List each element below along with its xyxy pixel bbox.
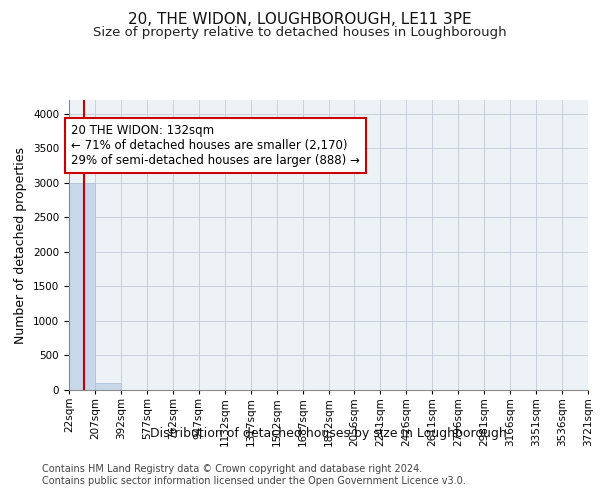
Text: 20, THE WIDON, LOUGHBOROUGH, LE11 3PE: 20, THE WIDON, LOUGHBOROUGH, LE11 3PE [128,12,472,28]
Y-axis label: Number of detached properties: Number of detached properties [14,146,28,344]
Text: Contains public sector information licensed under the Open Government Licence v3: Contains public sector information licen… [42,476,466,486]
Bar [69,183,95,390]
Text: Distribution of detached houses by size in Loughborough: Distribution of detached houses by size … [151,428,507,440]
Text: Size of property relative to detached houses in Loughborough: Size of property relative to detached ho… [93,26,507,39]
Text: Contains HM Land Registry data © Crown copyright and database right 2024.: Contains HM Land Registry data © Crown c… [42,464,422,474]
Text: 20 THE WIDON: 132sqm
← 71% of detached houses are smaller (2,170)
29% of semi-de: 20 THE WIDON: 132sqm ← 71% of detached h… [71,124,359,167]
Bar [95,383,121,390]
